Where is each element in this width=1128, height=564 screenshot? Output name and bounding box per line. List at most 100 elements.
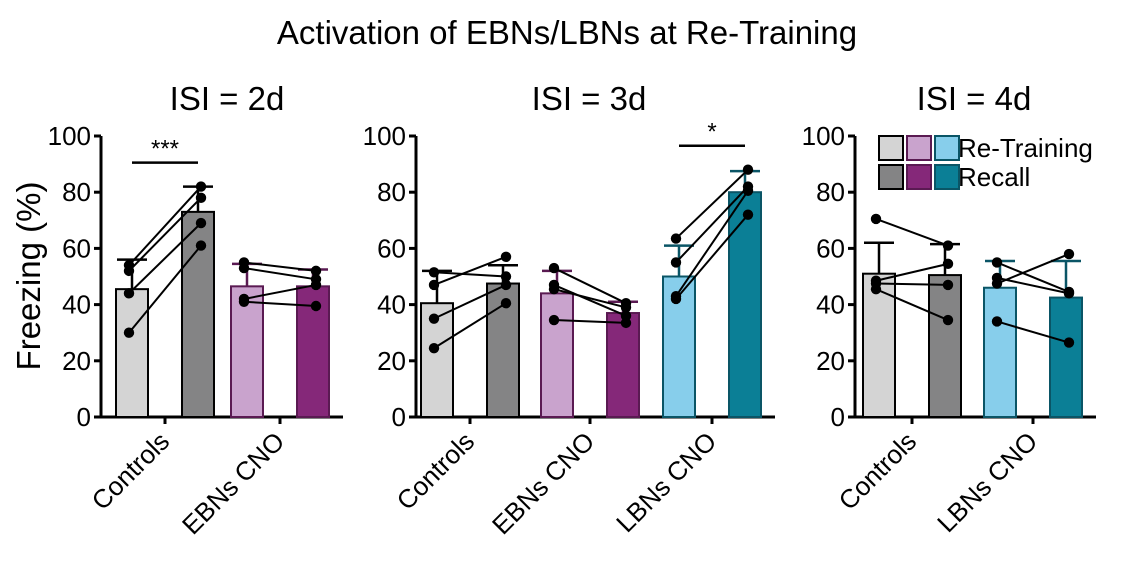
subject-line-1	[875, 217, 949, 247]
point-controls-recall-4	[500, 297, 512, 309]
legend-swatch-recall-2	[906, 164, 932, 190]
subject-line-3	[243, 283, 317, 300]
point-controls-recall-1	[500, 271, 512, 282]
subject-line-2	[553, 284, 627, 317]
subject-line-4	[996, 320, 1070, 344]
category-label-lbns-cno: LBNs CNO	[610, 426, 722, 538]
y-tick-label-20: 20	[62, 346, 91, 376]
point-controls-recall-2	[942, 258, 954, 270]
y-tick-label-0: 0	[831, 402, 845, 432]
point-controls-recall-4	[942, 314, 954, 326]
category-label-controls: Controls	[391, 426, 481, 516]
subject-line-4	[128, 244, 202, 334]
panel-title: ISI = 2d	[170, 80, 285, 117]
subject-line-3	[675, 190, 749, 297]
category-label-lbns-cno: LBNs CNO	[931, 426, 1043, 538]
y-tick-label-60: 60	[377, 233, 406, 263]
point-ebns-cno-retraining-2	[238, 262, 250, 274]
point-controls-retraining-3	[428, 313, 440, 324]
point-ebns-cno-recall-1	[310, 265, 322, 277]
y-tick-label-80: 80	[816, 177, 845, 207]
point-controls-retraining-2	[428, 279, 440, 291]
panel-isi-3d: ISI = 3d 0 20 40 60 80 100 Controls EBNs CNO LBNs…	[363, 80, 775, 540]
bar-ebns-cno-retraining	[540, 292, 574, 418]
bar-lbns-cno-recall	[1049, 296, 1083, 419]
point-ebns-cno-retraining-3	[548, 283, 560, 295]
point-controls-retraining-4	[428, 342, 440, 354]
point-lbns-cno-retraining-4	[991, 316, 1003, 327]
legend-swatch-retraining-3	[934, 135, 960, 161]
subject-line-2	[243, 267, 317, 281]
subject-line-1	[433, 271, 507, 278]
significance-marker: ***	[151, 136, 179, 163]
y-tick-label-20: 20	[377, 346, 406, 376]
point-lbns-cno-retraining-3	[991, 278, 1003, 289]
point-ebns-cno-recall-3	[620, 302, 632, 313]
bar-controls-retraining	[115, 288, 149, 418]
point-controls-recall-1	[195, 181, 207, 192]
y-axis-label: Freezing (%)	[10, 182, 47, 371]
point-lbns-cno-recall-2	[1063, 288, 1075, 299]
y-tick-label-60: 60	[62, 233, 91, 263]
legend-swatch-retraining-1	[878, 135, 904, 161]
point-ebns-cno-retraining-4	[238, 296, 250, 307]
subject-line-3	[433, 284, 507, 320]
subject-line-1	[128, 185, 202, 266]
bar-ebns-cno-recall	[606, 312, 640, 418]
point-ebns-cno-recall-4	[310, 300, 322, 312]
panel-title: ISI = 3d	[532, 80, 647, 117]
point-ebns-cno-retraining-4	[548, 314, 560, 326]
subject-line-1	[675, 168, 749, 240]
subject-line-2	[875, 262, 949, 282]
subject-line-3	[875, 282, 949, 286]
category-label-ebns-cno: EBNs CNO	[486, 426, 600, 540]
subject-line-2	[128, 197, 202, 272]
y-tick-label-100: 100	[802, 121, 845, 151]
y-tick-label-0: 0	[392, 402, 406, 432]
point-ebns-cno-retraining-1	[548, 262, 560, 274]
point-controls-recall-4	[195, 240, 207, 251]
bar-controls-recall	[928, 274, 962, 418]
y-tick-label-20: 20	[816, 346, 845, 376]
point-controls-recall-2	[195, 192, 207, 204]
legend-label-retraining: Re-Training	[958, 133, 1093, 163]
bar-controls-retraining	[862, 272, 896, 418]
point-lbns-cno-retraining-2	[670, 257, 682, 268]
subject-line-1	[553, 267, 627, 305]
category-label-controls: Controls	[833, 426, 923, 516]
point-controls-retraining-1	[870, 213, 882, 225]
point-lbns-cno-recall-1	[742, 164, 754, 175]
bar-ebns-cno-retraining	[230, 285, 264, 418]
figure-title: Activation of EBNs/LBNs at Re-Training	[277, 14, 857, 51]
subject-line-3	[996, 253, 1070, 285]
point-lbns-cno-recall-4	[1063, 337, 1075, 348]
subject-line-2	[433, 255, 507, 286]
category-label-controls: Controls	[86, 426, 176, 516]
significance-marker: *	[707, 119, 716, 146]
point-controls-retraining-4	[870, 283, 882, 295]
point-controls-recall-3	[195, 217, 207, 229]
point-controls-retraining-1	[428, 267, 440, 278]
point-lbns-cno-recall-3	[1063, 248, 1075, 260]
point-lbns-cno-retraining-4	[670, 293, 682, 305]
subject-line-3	[128, 222, 202, 295]
y-tick-label-80: 80	[62, 177, 91, 207]
legend-swatch-recall-1	[878, 164, 904, 190]
y-tick-label-100: 100	[363, 121, 406, 151]
bar-lbns-cno-recall	[728, 191, 762, 418]
subject-line-4	[875, 288, 949, 321]
subject-line-4	[243, 300, 317, 308]
subject-line-2	[675, 185, 749, 264]
legend: Re-Training Recall	[878, 133, 1093, 192]
subject-line-4	[675, 214, 749, 300]
point-ebns-cno-recall-3	[310, 279, 322, 291]
subject-line-2	[996, 276, 1070, 295]
subject-line-4	[553, 319, 627, 324]
point-controls-retraining-3	[123, 288, 135, 299]
y-tick-label-100: 100	[48, 121, 91, 151]
point-controls-recall-3	[500, 279, 512, 291]
y-tick-label-40: 40	[62, 290, 91, 320]
legend-label-recall: Recall	[958, 162, 1030, 192]
bar-lbns-cno-retraining	[983, 286, 1017, 418]
